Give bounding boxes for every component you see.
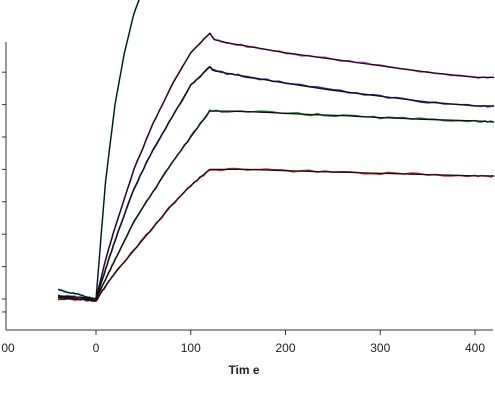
x-axis-title: Tim e (228, 363, 259, 377)
x-axis: 00 0 100 200 300 400 (1, 329, 493, 355)
series-4-fit-line (58, 168, 494, 302)
series-2-fit-line (57, 66, 494, 300)
x-tick-label-3: 200 (275, 341, 295, 355)
series-1-fit-line (58, 32, 494, 300)
series-layer (57, 0, 495, 303)
series-3-fit-line (58, 110, 494, 300)
series-0-fit-line (57, 0, 140, 300)
x-tick-label-0: 00 (1, 341, 15, 355)
series-4-data-line (57, 167, 495, 303)
x-tick-label-1: 0 (93, 341, 100, 355)
series-3-data-line (58, 109, 495, 301)
x-tick-label-5: 400 (465, 341, 485, 355)
series-0-data-line (57, 0, 141, 301)
y-axis (2, 42, 7, 330)
x-tick-label-2: 100 (181, 341, 201, 355)
x-tick-label-4: 300 (370, 341, 390, 355)
series-1-data-line (57, 32, 494, 300)
